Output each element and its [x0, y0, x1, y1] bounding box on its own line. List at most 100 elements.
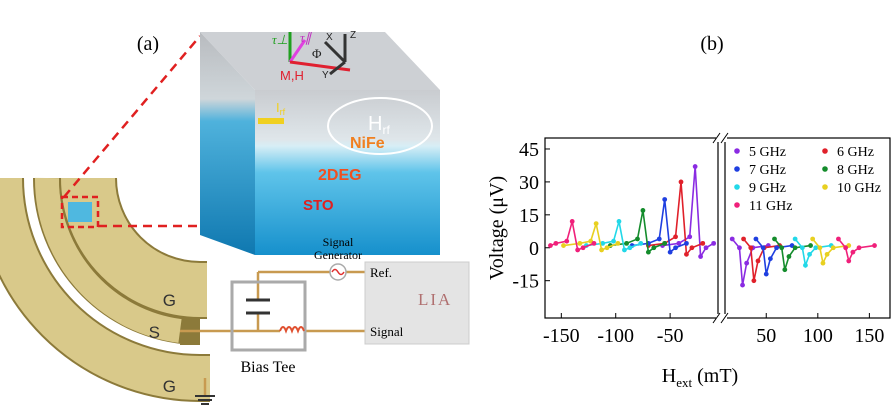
data-point [641, 208, 646, 213]
data-point [800, 245, 805, 250]
data-point [740, 283, 745, 288]
layer-label: NiFe [350, 135, 385, 152]
data-point [611, 239, 616, 244]
data-point [803, 263, 808, 268]
signal-generator-label: Signal [323, 235, 354, 249]
data-point [693, 164, 698, 169]
vector-label: τ⊥ [272, 32, 288, 47]
data-point [817, 245, 822, 250]
data-point [825, 252, 830, 257]
sample [68, 202, 92, 222]
y-tick-label: 30 [519, 172, 539, 194]
layer-label: STO [303, 197, 334, 214]
data-point [617, 219, 622, 224]
data-point [687, 234, 692, 239]
data-point [831, 245, 836, 250]
fit-line [795, 239, 831, 265]
ref-label: Ref. [370, 265, 392, 280]
x-tick-label: -150 [543, 325, 580, 347]
data-point [638, 241, 643, 246]
data-point [668, 250, 673, 255]
x-axis-label: Hext (mT) [662, 365, 738, 390]
lia-label: LIA [418, 290, 452, 309]
data-point [627, 245, 632, 250]
data-point [768, 256, 773, 261]
legend-swatch [734, 184, 740, 190]
x-tick-label: 50 [756, 325, 776, 347]
pad-label: G [163, 377, 176, 396]
data-point [810, 237, 815, 242]
data-point [741, 237, 746, 242]
legend-swatch [734, 202, 740, 208]
data-point [774, 245, 779, 250]
data-point [711, 241, 716, 246]
data-point [744, 261, 749, 266]
y-tick-label: 45 [519, 139, 539, 161]
data-point [548, 243, 553, 248]
legend-label: 8 GHz [837, 163, 874, 178]
y-axis-label: Voltage (μV) [486, 176, 508, 280]
data-point [684, 252, 689, 257]
bias-tee-box [232, 282, 305, 350]
data-point [679, 180, 684, 185]
data-point [599, 248, 604, 253]
vector-label: Z [350, 30, 356, 41]
y-tick-label: -15 [512, 271, 539, 293]
data-point [787, 254, 792, 259]
data-point [698, 254, 703, 259]
data-point [570, 219, 575, 224]
x-axis-label: ext [676, 375, 692, 390]
data-point [673, 245, 678, 250]
waveguide [0, 178, 210, 378]
data-point [782, 267, 787, 272]
data-point [646, 250, 651, 255]
legend-swatch [734, 148, 740, 154]
legend-label: 10 GHz [837, 181, 881, 196]
legend-swatch [734, 166, 740, 172]
data-point [793, 237, 798, 242]
data-point [657, 237, 662, 242]
signal-generator-label: Generator [314, 248, 362, 262]
fit-line [813, 239, 849, 263]
pad-label: S [149, 323, 160, 342]
data-point [754, 237, 759, 242]
data-point [581, 245, 586, 250]
axis-break-gap [716, 314, 727, 322]
vector-label: Φ [312, 46, 322, 61]
data-point [730, 237, 735, 242]
legend-label: 7 GHz [749, 163, 786, 178]
vector-label: τ∥ [300, 30, 313, 45]
legend-label: 5 GHz [749, 145, 786, 160]
data-point [808, 243, 813, 248]
signal-label: Signal [370, 324, 404, 339]
data-point [662, 197, 667, 202]
legend-swatch [822, 184, 828, 190]
vector-label: X [326, 32, 333, 43]
data-point [577, 241, 582, 246]
data-point [615, 241, 620, 246]
y-tick-label: 0 [529, 238, 539, 260]
data-point [846, 259, 851, 264]
data-point [813, 245, 818, 250]
data-point [756, 259, 761, 264]
data-point [772, 237, 777, 242]
data-point [635, 237, 640, 242]
data-point [575, 248, 580, 253]
data-point [779, 245, 784, 250]
fit-line [563, 224, 617, 250]
data-point [622, 248, 627, 253]
data-point [605, 245, 610, 250]
data-point [737, 245, 742, 250]
x-tick-label: 100 [803, 325, 833, 347]
pad-label: G [163, 291, 176, 310]
data-point [700, 241, 705, 246]
layer-label: 2DEG [318, 167, 362, 184]
bias-tee-label: Bias Tee [240, 359, 295, 376]
x-axis-label: (mT) [692, 365, 738, 387]
x-tick-label: -50 [657, 325, 684, 347]
data-point [850, 250, 855, 255]
fit-line [838, 239, 874, 261]
data-point [689, 245, 694, 250]
data-point [704, 245, 709, 250]
inductor [280, 327, 304, 331]
